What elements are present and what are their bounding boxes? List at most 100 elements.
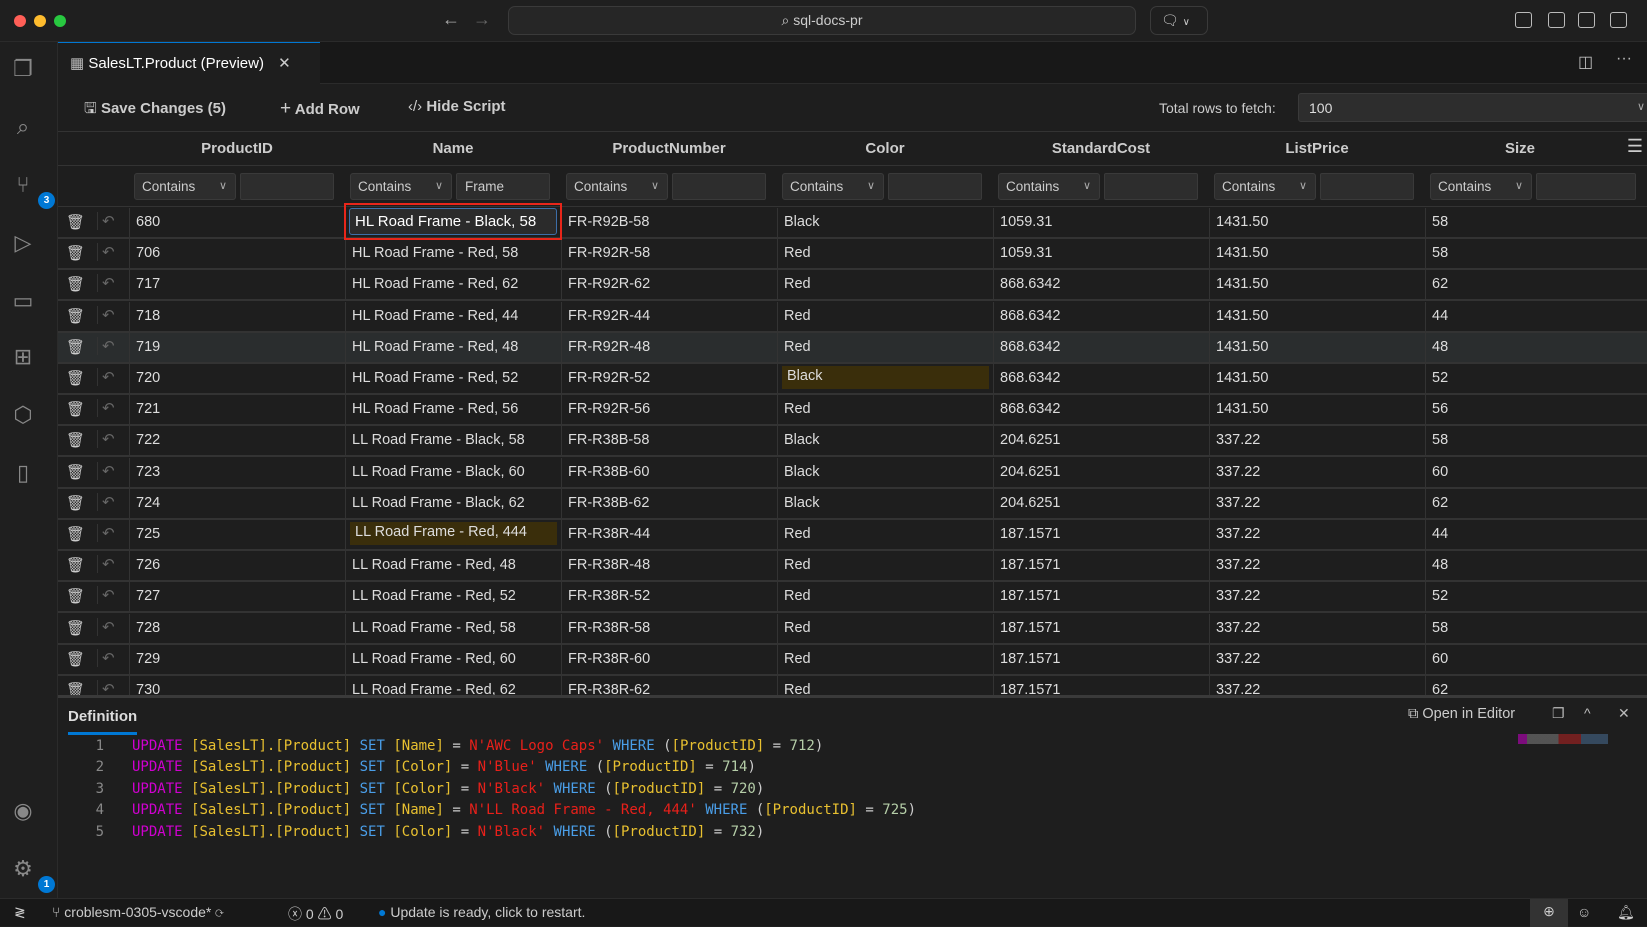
cell-color[interactable]: Red [777,613,993,643]
copy-icon[interactable]: ❐ [1552,705,1565,721]
delete-row-icon[interactable]: 🗑︎ [66,494,86,512]
cell-productid[interactable]: 726 [129,551,345,581]
branch-indicator[interactable]: ⑂ croblesm-0305-vscode* ⟳ [52,904,224,920]
table-row[interactable]: 🗑︎ ↶ 721 HL Road Frame - Red, 56 FR-R92R-56 R… [58,395,1647,427]
delete-row-icon[interactable]: 🗑︎ [66,650,86,668]
cell-color[interactable]: Red [777,395,993,425]
explorer-icon[interactable]: ❐ [13,56,33,81]
run-debug-icon[interactable]: ▷ [14,230,32,255]
cell-productid[interactable]: 720 [129,364,345,393]
revert-row-icon[interactable]: ↶ [97,586,115,605]
copilot-icon[interactable]: ☺ [1577,904,1592,920]
source-control-icon[interactable]: ⑂ [16,172,30,197]
table-row[interactable]: 🗑︎ ↶ 706 HL Road Frame - Red, 58 FR-R92R-58 R… [58,239,1647,271]
table-row[interactable]: 🗑︎ ↶ 730 LL Road Frame - Red, 62 FR-R38R-62 R… [58,676,1647,695]
cell-listprice[interactable]: 337.22 [1209,551,1425,581]
cell-listprice[interactable]: 1431.50 [1209,239,1425,269]
cell-productnumber[interactable]: FR-R38R-58 [561,613,777,643]
zoom-icon[interactable]: ⊕ [1530,899,1568,927]
table-row[interactable]: 🗑︎ ↶ 680 HL Road Frame - Black, 58 FR-R92B-5… [58,203,1647,240]
cell-standardcost[interactable]: 204.6251 [993,488,1209,518]
cell-color[interactable]: Red [777,551,993,581]
cell-standardcost[interactable]: 187.1571 [993,551,1209,581]
maximize-panel-icon[interactable]: ^ [1584,705,1591,721]
cell-color[interactable]: Black [777,208,993,237]
bookmark-icon[interactable]: ▯ [16,460,30,485]
cell-color[interactable]: Red [777,239,993,269]
cell-listprice[interactable]: 1431.50 [1209,332,1425,362]
cell-productnumber[interactable]: FR-R92R-48 [561,332,777,362]
back-arrow-icon[interactable]: ← [442,9,460,29]
database-icon[interactable]: ⬡ [13,402,33,427]
cell-productnumber[interactable]: FR-R38R-62 [561,676,777,695]
cell-size[interactable]: 52 [1425,364,1647,393]
definition-tab[interactable]: Definition [68,708,138,735]
cell-productnumber[interactable]: FR-R92R-58 [561,239,777,269]
cell-productnumber[interactable]: FR-R38B-58 [561,426,777,456]
cell-color[interactable]: Red [777,676,993,695]
filter-operator-select[interactable]: Contains ∨ [782,173,884,200]
cell-size[interactable]: 44 [1425,520,1647,549]
cell-name[interactable]: LL Road Frame - Red, 48 [345,551,561,581]
toggle-panel-icon[interactable] [1578,12,1595,28]
delete-row-icon[interactable]: 🗑︎ [66,557,86,575]
cell-size[interactable]: 60 [1425,644,1647,674]
tab-salesltproduct[interactable]: ▦ SalesLT.Product (Preview) ✕ [58,42,320,84]
revert-row-icon[interactable]: ↶ [97,461,115,480]
settings-gear-icon[interactable]: ⚙ [13,856,33,881]
cell-listprice[interactable]: 1431.50 [1209,395,1425,425]
revert-row-icon[interactable]: ↶ [97,680,115,695]
revert-row-icon[interactable]: ↶ [97,305,115,324]
cell-productid[interactable]: 724 [129,488,345,518]
toggle-secondary-sidebar-icon[interactable] [1610,12,1627,28]
account-icon[interactable]: ◉ [13,798,33,823]
delete-row-icon[interactable]: 🗑︎ [66,401,86,419]
table-row[interactable]: 🗑︎ ↶ 720 HL Road Frame - Red, 52 FR-R92R-52 B… [58,364,1647,395]
cell-size[interactable]: 48 [1425,551,1647,581]
cell-name[interactable]: HL Road Frame - Black, 58 [344,203,562,240]
cell-productnumber[interactable]: FR-R38B-60 [561,457,777,487]
column-header-listprice[interactable]: ListPrice [1285,140,1349,157]
cell-productnumber[interactable]: FR-R38R-48 [561,551,777,581]
cell-name[interactable]: LL Road Frame - Red, 62 [345,676,561,695]
table-row[interactable]: 🗑︎ ↶ 728 LL Road Frame - Red, 58 FR-R38R-58 R… [58,613,1647,645]
extensions-icon[interactable]: ⊞ [13,344,33,369]
cell-standardcost[interactable]: 187.1571 [993,582,1209,612]
table-row[interactable]: 🗑︎ ↶ 718 HL Road Frame - Red, 44 FR-R92R-44 R… [58,301,1647,333]
cell-color[interactable]: Red [777,332,993,362]
delete-row-icon[interactable]: 🗑︎ [66,682,86,695]
delete-row-icon[interactable]: 🗑︎ [66,463,86,481]
cell-color[interactable]: Red [777,644,993,674]
cell-productid[interactable]: 725 [129,520,345,549]
delete-row-icon[interactable]: 🗑︎ [66,338,86,356]
problems-indicator[interactable]: ⓧ 0 ⚠ 0 [288,906,344,922]
cell-color[interactable]: Red [777,301,993,331]
filter-value-input[interactable] [240,173,334,200]
delete-row-icon[interactable]: 🗑︎ [66,370,86,387]
cell-productnumber[interactable]: FR-R38R-52 [561,582,777,612]
revert-row-icon[interactable]: ↶ [97,555,115,574]
cell-listprice[interactable]: 337.22 [1209,644,1425,674]
minimize-window-button[interactable] [34,15,46,27]
filter-value-input[interactable] [1536,173,1636,200]
cell-color[interactable]: Red [777,520,993,549]
close-window-button[interactable] [14,15,26,27]
revert-row-icon[interactable]: ↶ [97,274,115,293]
open-in-editor-button[interactable]: ⧉ Open in Editor [1408,706,1516,722]
delete-row-icon[interactable]: 🗑︎ [66,245,86,263]
table-row[interactable]: 🗑︎ ↶ 717 HL Road Frame - Red, 62 FR-R92R-62 R… [58,270,1647,302]
revert-row-icon[interactable]: ↶ [97,399,115,418]
table-row[interactable]: 🗑︎ ↶ 722 LL Road Frame - Black, 58 FR-R38B-5… [58,426,1647,458]
update-notification[interactable]: ● Update is ready, click to restart. [378,904,586,920]
customize-layout-icon[interactable] [1515,12,1532,28]
filter-value-input[interactable] [1320,173,1414,200]
delete-row-icon[interactable]: 🗑︎ [66,526,86,543]
cell-listprice[interactable]: 1431.50 [1209,364,1425,393]
table-row[interactable]: 🗑︎ ↶ 719 HL Road Frame - Red, 48 FR-R92R-48 R… [58,332,1647,364]
cell-productid[interactable]: 706 [129,239,345,269]
column-header-size[interactable]: Size [1504,140,1535,157]
cell-productid[interactable]: 721 [129,395,345,425]
notifications-bell-icon[interactable]: 🔔︎ [1617,904,1635,920]
cell-name[interactable]: LL Road Frame - Red, 58 [345,613,561,643]
cell-productnumber[interactable]: FR-R92R-52 [561,364,777,393]
